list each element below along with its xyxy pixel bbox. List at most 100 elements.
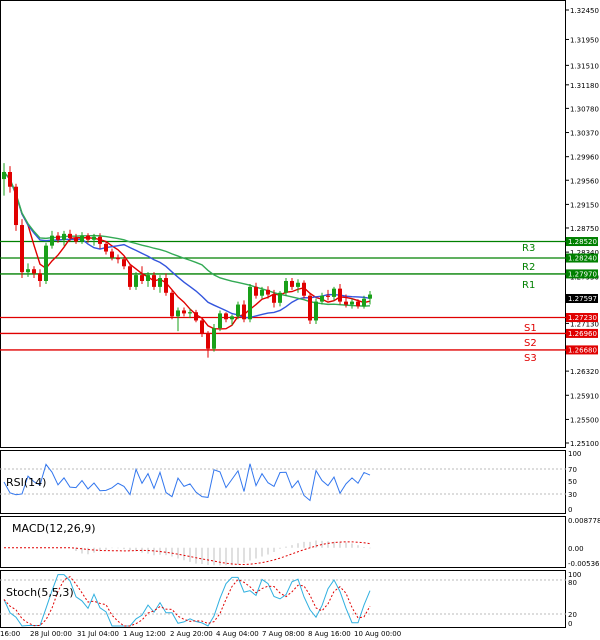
level-label-r1: R1 bbox=[522, 280, 535, 291]
rsi-panel-frame bbox=[0, 450, 566, 514]
candle-body bbox=[146, 275, 150, 281]
stoch-axis-20: 20 bbox=[568, 611, 577, 619]
rsi-axis-30: 30 bbox=[568, 491, 577, 499]
candle-body bbox=[368, 294, 372, 299]
price-tick-label: 1.30370 bbox=[570, 130, 599, 138]
candle-body bbox=[122, 259, 126, 267]
price-tick-label: 1.30780 bbox=[570, 105, 599, 113]
level-price-tags: 1.28520 1.28240 1.27970 1.27230 1.26960 1.266… bbox=[566, 237, 598, 355]
candle-body bbox=[326, 295, 330, 297]
candle-body bbox=[116, 257, 120, 260]
candle-body bbox=[74, 237, 78, 242]
candle-body bbox=[350, 301, 354, 305]
candle-body bbox=[230, 316, 234, 320]
time-axis: 16:00 28 Jul 00:00 31 Jul 04:00 1 Aug 12… bbox=[0, 630, 401, 638]
current-price-tag: 1.27597 bbox=[566, 294, 598, 303]
candle-body bbox=[314, 301, 318, 321]
level-label-s1: S1 bbox=[524, 323, 537, 334]
price-tick-label: 1.25910 bbox=[570, 392, 599, 400]
rsi-axis-100: 100 bbox=[568, 450, 581, 458]
level-tag-bg bbox=[566, 313, 598, 323]
x-tick-5: 2 Aug 20:00 bbox=[170, 630, 213, 638]
macd-axis-zero: 0.00 bbox=[568, 545, 584, 553]
candle-body bbox=[140, 275, 144, 281]
candle-body bbox=[248, 286, 252, 320]
candle-body bbox=[194, 312, 198, 321]
candle-body bbox=[26, 269, 30, 273]
candle-body bbox=[62, 233, 66, 240]
rsi-axis-0: 0 bbox=[568, 506, 572, 514]
candle-body bbox=[200, 320, 204, 335]
candle-body bbox=[266, 289, 270, 295]
candle-body bbox=[44, 245, 48, 281]
macd-axis-max: 0.008778 bbox=[568, 517, 600, 525]
candle-body bbox=[290, 280, 294, 287]
level-tag-label: 1.27970 bbox=[568, 270, 597, 278]
candle-body bbox=[56, 235, 60, 240]
price-tick-label: 1.29560 bbox=[570, 177, 599, 185]
candle-body bbox=[80, 235, 84, 242]
candle-body bbox=[86, 235, 90, 240]
candle-body bbox=[128, 266, 132, 287]
candle-body bbox=[302, 282, 306, 296]
candle-body bbox=[338, 288, 342, 302]
candle-body bbox=[260, 289, 264, 296]
level-tag-bg bbox=[566, 328, 598, 338]
current-price-label: 1.27597 bbox=[568, 295, 597, 303]
rsi-axis-70: 70 bbox=[568, 466, 577, 474]
candle-body bbox=[224, 313, 228, 320]
candle-body bbox=[320, 295, 324, 302]
level-tag-bg bbox=[566, 253, 598, 263]
level-label-r2: R2 bbox=[522, 262, 535, 273]
price-tick-label: 1.28750 bbox=[570, 225, 599, 233]
ma-fast-line bbox=[3, 171, 371, 330]
rsi-title: RSI(14) bbox=[6, 476, 46, 489]
price-tick-label: 1.29960 bbox=[570, 154, 599, 162]
candle-body bbox=[356, 301, 360, 307]
x-tick-6: 4 Aug 04:00 bbox=[216, 630, 259, 638]
candle-body bbox=[158, 278, 162, 287]
macd-title: MACD(12,26,9) bbox=[12, 522, 96, 535]
stoch-signal-line bbox=[3, 576, 371, 627]
price-tick-label: 1.29150 bbox=[570, 201, 599, 209]
level-tag-label: 1.26960 bbox=[568, 330, 597, 338]
level-label-r3: R3 bbox=[522, 243, 535, 254]
candle-body bbox=[68, 233, 72, 238]
candle-body bbox=[242, 304, 246, 320]
level-tag-bg bbox=[566, 345, 598, 355]
candle-body bbox=[362, 298, 366, 307]
candle-body bbox=[14, 186, 18, 226]
price-tick-label: 1.25500 bbox=[570, 416, 599, 424]
x-tick-7: 7 Aug 08:00 bbox=[262, 630, 305, 638]
price-tick-label: 1.25100 bbox=[570, 440, 599, 448]
stoch-axis-100: 100 bbox=[568, 571, 581, 579]
stoch-axis-0: 0 bbox=[568, 620, 572, 628]
price-tick-label: 1.32450 bbox=[570, 7, 599, 15]
candle-body bbox=[284, 280, 288, 293]
level-tag-bg bbox=[566, 269, 598, 279]
candle-body bbox=[20, 225, 24, 273]
candle-body bbox=[344, 301, 348, 305]
stoch-axis-80: 80 bbox=[568, 579, 577, 587]
level-label-s2: S2 bbox=[524, 338, 537, 349]
x-tick-8: 8 Aug 16:00 bbox=[308, 630, 351, 638]
rsi-line bbox=[3, 463, 371, 502]
level-label-s3: S3 bbox=[524, 353, 537, 364]
level-tag-label: 1.27230 bbox=[568, 314, 597, 322]
level-tag-label: 1.26680 bbox=[568, 346, 597, 354]
candle-body bbox=[8, 172, 12, 187]
candle-body bbox=[98, 236, 102, 244]
x-tick-1: 16:00 bbox=[0, 630, 20, 638]
level-tag-label: 1.28520 bbox=[568, 238, 597, 246]
candle-body bbox=[332, 288, 336, 297]
candle-body bbox=[182, 310, 186, 314]
candle-body bbox=[296, 282, 300, 287]
price-tick-label: 1.31510 bbox=[570, 62, 599, 70]
x-tick-3: 31 Jul 04:00 bbox=[77, 630, 119, 638]
macd-signal-line bbox=[4, 541, 371, 566]
candlesticks bbox=[2, 163, 372, 358]
price-tick-label: 1.26320 bbox=[570, 368, 599, 376]
stoch-panel-frame bbox=[0, 570, 566, 628]
